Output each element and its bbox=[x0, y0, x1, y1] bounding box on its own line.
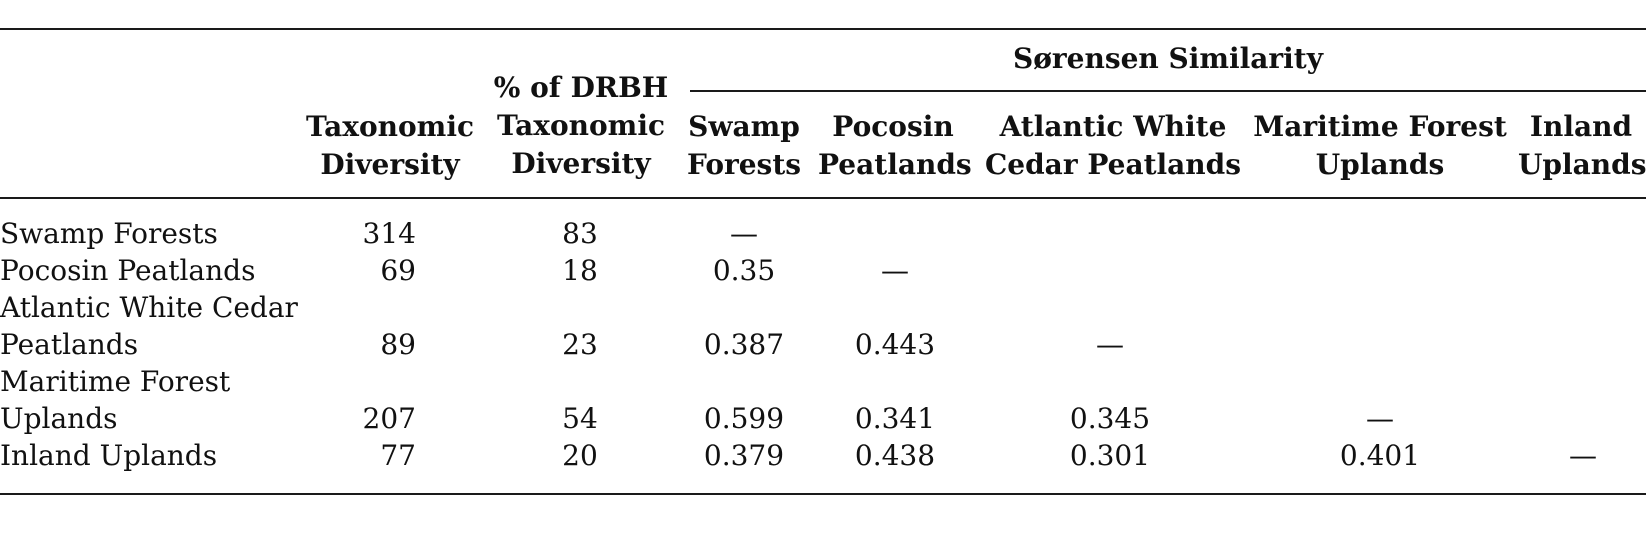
header-line: Maritime Forest bbox=[1253, 110, 1507, 143]
cell-taxonomic: 314 bbox=[362, 217, 416, 250]
header-taxonomic-diversity: Taxonomic Diversity bbox=[300, 108, 480, 184]
header-line: Inland bbox=[1529, 110, 1633, 143]
header-line: Pocosin bbox=[832, 110, 954, 143]
cell-awc: 0.345 bbox=[1069, 402, 1151, 435]
row-label-line2: Peatlands bbox=[0, 328, 139, 361]
header-atlantic-white-cedar: Atlantic White Cedar Peatlands bbox=[978, 108, 1248, 184]
header-line: Forests bbox=[686, 148, 802, 181]
cell-swamp: 0.387 bbox=[703, 328, 785, 361]
row-label: Swamp Forests bbox=[0, 217, 218, 250]
header-maritime-forest-uplands: Maritime Forest Uplands bbox=[1250, 108, 1510, 184]
cell-pocosin: 0.341 bbox=[854, 402, 936, 435]
cell-pocosin: — bbox=[881, 254, 909, 287]
cell-swamp: 0.599 bbox=[703, 402, 785, 435]
cell-pocosin: 0.438 bbox=[854, 439, 936, 472]
header-line: Diversity bbox=[511, 147, 651, 180]
header-line: Peatlands bbox=[818, 148, 972, 181]
header-inland-uplands: Inland Uplands bbox=[1518, 108, 1646, 184]
cell-pocosin: 0.443 bbox=[854, 328, 936, 361]
header-pocosin-peatlands: Pocosin Peatlands bbox=[818, 108, 972, 184]
header-swamp-forests: Swamp Forests bbox=[682, 108, 806, 184]
cell-maritime: — bbox=[1366, 402, 1394, 435]
cell-pct: 20 bbox=[562, 439, 598, 472]
cell-taxonomic: 89 bbox=[380, 328, 416, 361]
cell-maritime: 0.401 bbox=[1339, 439, 1421, 472]
bottom-rule bbox=[0, 493, 1646, 495]
header-line: Atlantic White bbox=[999, 110, 1227, 143]
row-label: Inland Uplands bbox=[0, 439, 218, 472]
header-line: Uplands bbox=[1315, 148, 1445, 181]
header-line: Taxonomic bbox=[305, 110, 474, 143]
cell-swamp: 0.35 bbox=[712, 254, 776, 287]
row-label-line2: Uplands bbox=[0, 402, 118, 435]
cell-pct: 83 bbox=[562, 217, 598, 250]
top-rule bbox=[0, 28, 1646, 30]
cell-inland: — bbox=[1569, 439, 1597, 472]
header-line: Cedar Peatlands bbox=[985, 148, 1241, 181]
header-line: Diversity bbox=[320, 148, 460, 181]
cell-taxonomic: 77 bbox=[380, 439, 416, 472]
row-label-line1: Maritime Forest bbox=[0, 365, 231, 398]
cell-awc: — bbox=[1096, 328, 1124, 361]
header-line: % of DRBH bbox=[493, 71, 669, 104]
header-rule bbox=[0, 197, 1646, 199]
header-pct-drbh: % of DRBH Taxonomic Diversity bbox=[486, 69, 676, 183]
header-line: Swamp bbox=[688, 110, 800, 143]
header-line: Taxonomic bbox=[496, 109, 665, 142]
cell-swamp: — bbox=[730, 217, 758, 250]
header-line: Uplands bbox=[1518, 148, 1646, 181]
cell-awc: 0.301 bbox=[1069, 439, 1151, 472]
row-label-line1: Atlantic White Cedar bbox=[0, 291, 298, 324]
cell-pct: 54 bbox=[562, 402, 598, 435]
cell-swamp: 0.379 bbox=[703, 439, 785, 472]
cell-pct: 18 bbox=[562, 254, 598, 287]
cell-pct: 23 bbox=[562, 328, 598, 361]
cell-taxonomic: 69 bbox=[380, 254, 416, 287]
group-span-rule bbox=[690, 90, 1646, 92]
row-label: Pocosin Peatlands bbox=[0, 254, 256, 287]
cell-taxonomic: 207 bbox=[362, 402, 416, 435]
group-header-sorensen: Sørensen Similarity bbox=[1013, 42, 1323, 75]
